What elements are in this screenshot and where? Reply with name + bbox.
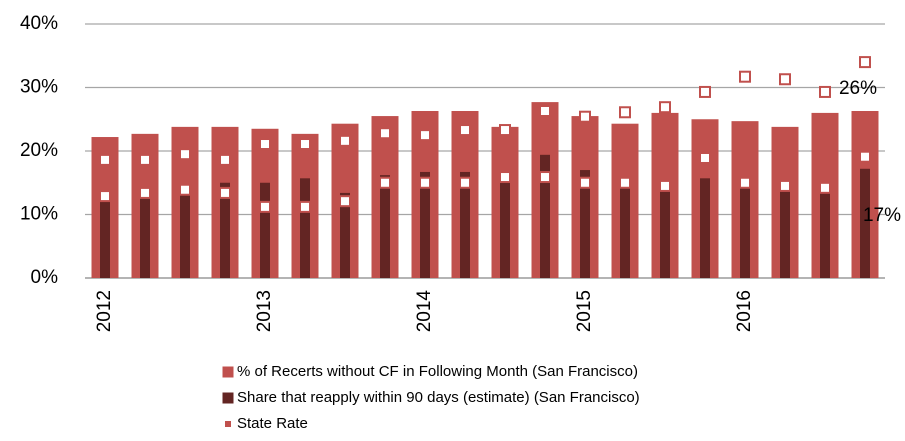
bar [460,171,470,278]
marker [659,101,671,114]
marker [379,127,391,140]
marker [179,183,191,196]
marker [819,181,831,194]
data-label: 17% [863,205,901,226]
bar [780,182,790,278]
bar [860,168,870,278]
bar [180,187,190,278]
marker [659,179,671,192]
x-tick-label: 2012 [94,290,115,332]
marker [419,176,431,189]
marker [699,151,711,164]
bar [220,182,230,278]
bar [700,178,710,278]
marker [859,56,871,69]
bar [580,170,590,278]
marker [619,106,631,119]
legend-swatch [222,392,234,404]
marker [99,153,111,166]
bar [500,175,510,278]
bar [300,178,310,278]
marker [539,171,551,184]
x-tick-label: 2016 [734,290,755,332]
marker [179,148,191,161]
marker [499,124,511,137]
marker [99,190,111,203]
y-tick-label: 40% [20,13,58,34]
marker [459,176,471,189]
legend-label: State Rate [237,415,308,432]
x-tick-label: 2015 [574,290,595,332]
bar [620,182,630,278]
data-label: 26% [839,78,877,99]
bar [340,192,350,278]
legend-label: Share that reapply within 90 days (estim… [237,389,640,406]
marker [339,195,351,208]
marker [419,129,431,142]
bar [420,171,430,278]
y-tick-label: 10% [20,204,58,225]
marker [139,186,151,199]
x-tick-label: 2013 [254,290,275,332]
marker [299,138,311,151]
marker [779,73,791,86]
marker [259,138,271,151]
legend-label: % of Recerts without CF in Following Mon… [237,363,638,380]
bar [820,182,830,278]
marker [579,110,591,123]
bar [260,182,270,278]
marker [579,176,591,189]
marker [139,153,151,166]
marker [299,200,311,213]
marker [819,85,831,98]
y-tick-label: 0% [31,267,59,288]
marker [219,153,231,166]
marker [779,179,791,192]
bar [100,194,110,278]
marker [859,150,871,163]
bar [740,182,750,278]
marker [339,134,351,147]
marker [619,176,631,189]
y-tick-label: 20% [20,140,58,161]
legend-swatch [225,421,231,427]
marker [259,200,271,213]
marker [539,104,551,117]
marker [219,186,231,199]
bar [540,154,550,278]
legend-swatch [222,366,234,378]
bar [660,182,670,278]
marker [739,70,751,83]
x-tick-label: 2014 [414,290,435,333]
bar [140,194,150,278]
bar [380,175,390,278]
marker [699,85,711,98]
marker [379,176,391,189]
marker [739,176,751,189]
y-tick-label: 30% [20,77,58,98]
marker [499,171,511,184]
marker [459,124,471,137]
